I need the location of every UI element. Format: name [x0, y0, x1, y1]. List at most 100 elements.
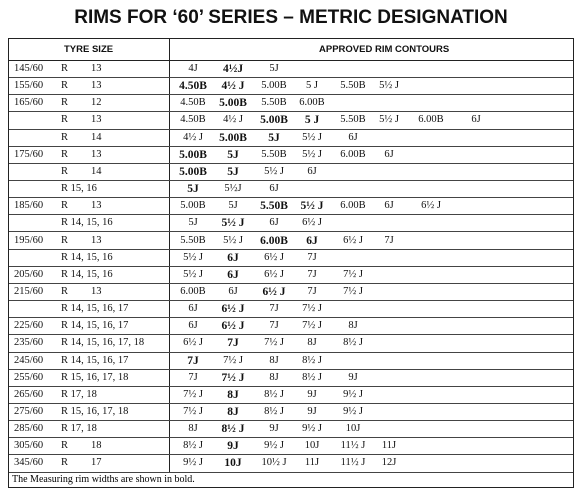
table-row: 305/60 R 18 8½ J 9J 9½ J 10J 11½ J 11J	[9, 438, 573, 456]
rim-contour-cell: 5½ J	[300, 200, 324, 213]
rim-contour-cell: 6½ J	[262, 285, 286, 298]
rim-contour-cell: 5J	[269, 63, 279, 74]
rim-contour-cell: 5 J	[304, 114, 320, 127]
rim-contour-cell: 9½ J	[343, 406, 363, 417]
rim-contour-cell: 8J	[348, 320, 358, 332]
rim-contour-cell: 7J	[187, 354, 199, 367]
table-row: 145/60 R 13 4J 4½J 5J	[9, 61, 573, 79]
rim-type-cell: R 14, 15, 16, 17	[61, 303, 129, 315]
table-row: 175/60 R 13 5.00B 5J 5.50B 5½ J 6.00B 6J	[9, 147, 573, 164]
rim-contour-cell: 5J	[227, 148, 239, 161]
rim-contour-cell: 6J	[269, 183, 279, 195]
rim-contour-cell: 10J	[304, 440, 320, 452]
rim-type-cell: R 17, 18	[61, 388, 97, 400]
rim-contour-cell: 5.50B	[340, 114, 366, 126]
diameter-cell: 13	[91, 200, 102, 212]
rim-type-cell: R	[61, 63, 69, 74]
rim-contour-cell: 6½ J	[343, 234, 363, 246]
rim-contour-cell: 10J	[224, 457, 242, 470]
rim-contour-cell: 8J	[269, 354, 279, 366]
rim-type-cell: R 14, 15, 16	[61, 251, 113, 263]
tyre-size-cell: 195/60	[14, 234, 44, 246]
rim-contour-cell: 9J	[307, 406, 317, 417]
diameter-cell: 13	[91, 148, 102, 160]
rim-contour-cell: 5J	[227, 165, 239, 178]
rim-contour-cell: 11½ J	[340, 440, 366, 452]
diameter-cell: 18	[91, 440, 102, 452]
rim-contour-cell: 5.50B	[260, 200, 288, 213]
rim-contour-cell: 6.00B	[299, 97, 325, 109]
tyre-size-cell: 285/60	[14, 423, 44, 435]
table-row: 195/60 R 13 5.50B 5½ J 6.00B 6J 6½ J 7J	[9, 233, 573, 250]
footnote: The Measuring rim widths are shown in bo…	[12, 474, 195, 485]
tyre-size-cell: 225/60	[14, 320, 44, 332]
rim-contour-cell: 6.00B	[180, 285, 206, 297]
rim-type-cell: R	[61, 457, 69, 469]
rim-contour-cell: 8J	[307, 337, 317, 349]
rim-contour-cell: 7½ J	[302, 320, 322, 332]
page-title: RIMS FOR ‘60’ SERIES – METRIC DESIGNATIO…	[74, 7, 508, 28]
rim-type-cell: R	[61, 131, 69, 143]
rim-contours-header: APPROVED RIM CONTOURS	[319, 44, 450, 55]
rim-contour-cell: 7J	[188, 371, 198, 383]
rim-contour-cell: 8½ J	[302, 354, 322, 366]
tyre-size-cell: 145/60	[14, 63, 44, 74]
rim-contour-cell: 5½ J	[302, 148, 322, 160]
rim-type-cell: R 14, 15, 16, 17	[61, 320, 129, 332]
table-row: R 15, 16 5J 5½J 6J	[9, 181, 573, 199]
rim-contour-cell: 6½ J	[221, 303, 245, 316]
rim-contour-cell: 8½ J	[221, 423, 245, 436]
rim-contour-cell: 4½ J	[221, 80, 245, 93]
rim-contour-cell: 9J	[269, 423, 279, 435]
table-row: 235/60 R 14, 15, 16, 17, 18 6½ J 7J 7½ J 8J 8½…	[9, 335, 573, 353]
diameter-cell: 14	[91, 131, 102, 143]
rim-type-cell: R 14, 15, 16	[61, 268, 113, 280]
table-row: 165/60 R 12 4.50B 5.00B 5.50B 6.00B	[9, 95, 573, 113]
rim-contour-cell: 6J	[348, 131, 358, 143]
rim-contour-cell: 4½ J	[223, 114, 243, 126]
rim-contour-cell: 9J	[307, 388, 317, 400]
rim-contour-cell: 9J	[348, 371, 358, 383]
rim-contour-cell: 6J	[471, 114, 481, 126]
rim-contour-cell: 6J	[307, 165, 317, 177]
diameter-cell: 17	[91, 457, 102, 469]
rim-contour-cell: 11½ J	[340, 457, 366, 469]
rim-contour-cell: 7J	[227, 337, 239, 350]
rim-contour-cell: 5 J	[306, 80, 318, 92]
rim-contour-cell: 5J	[187, 183, 199, 196]
rim-contour-cell: 4½J	[222, 63, 244, 75]
rim-type-cell: R 15, 16, 17, 18	[61, 406, 129, 417]
rim-contour-cell: 5½ J	[223, 234, 243, 246]
rim-type-cell: R	[61, 200, 69, 212]
rim-contour-cell: 4½ J	[183, 131, 203, 143]
table-row: R 14, 15, 16 5½ J 6J 6½ J 7J	[9, 250, 573, 267]
rim-contour-cell: 5½ J	[264, 165, 284, 177]
rim-contour-cell: 5.00B	[219, 97, 247, 110]
rim-contour-cell: 7J	[307, 285, 317, 297]
rim-contour-cell: 6½ J	[221, 320, 245, 333]
rim-contour-cell: 6J	[227, 268, 239, 281]
diameter-cell: 12	[91, 97, 102, 109]
rim-contour-cell: 5½ J	[379, 114, 399, 126]
rim-contour-cell: 5½J	[224, 183, 242, 195]
table-row: 345/60 R 17 9½ J 10J 10½ J 11J 11½ J 12J	[9, 455, 573, 473]
rim-contour-cell: 7½ J	[302, 303, 322, 315]
rim-contour-cell: 5.00B	[180, 200, 206, 212]
table-row: 265/60 R 17, 18 7½ J 8J 8½ J 9J 9½ J	[9, 387, 573, 404]
table-header-row: TYRE SIZE APPROVED RIM CONTOURS	[9, 39, 573, 61]
rim-contour-cell: 6J	[188, 320, 198, 332]
rim-contour-cell: 7½ J	[183, 388, 203, 400]
tyre-size-cell: 245/60	[14, 354, 44, 366]
rim-contour-cell: 5.00B	[219, 131, 247, 144]
rim-contour-cell: 4.50B	[180, 114, 206, 126]
tyre-size-cell: 305/60	[14, 440, 44, 452]
table-row: R 14 5.00B 5J 5½ J 6J	[9, 164, 573, 182]
table-row: 245/60 R 14, 15, 16, 17 7J 7½ J 8J 8½ J	[9, 353, 573, 370]
tyre-size-cell: 275/60	[14, 406, 44, 417]
tyre-size-cell: 255/60	[14, 371, 44, 383]
table-row: 255/60 R 15, 16, 17, 18 7J 7½ J 8J 8½ J 9J	[9, 370, 573, 387]
tyre-size-cell: 265/60	[14, 388, 44, 400]
rim-contour-cell: 7½ J	[221, 371, 245, 384]
rim-contour-cell: 5½ J	[183, 251, 203, 263]
table-row: 285/60 R 17, 18 8J 8½ J 9J 9½ J 10J	[9, 421, 573, 439]
